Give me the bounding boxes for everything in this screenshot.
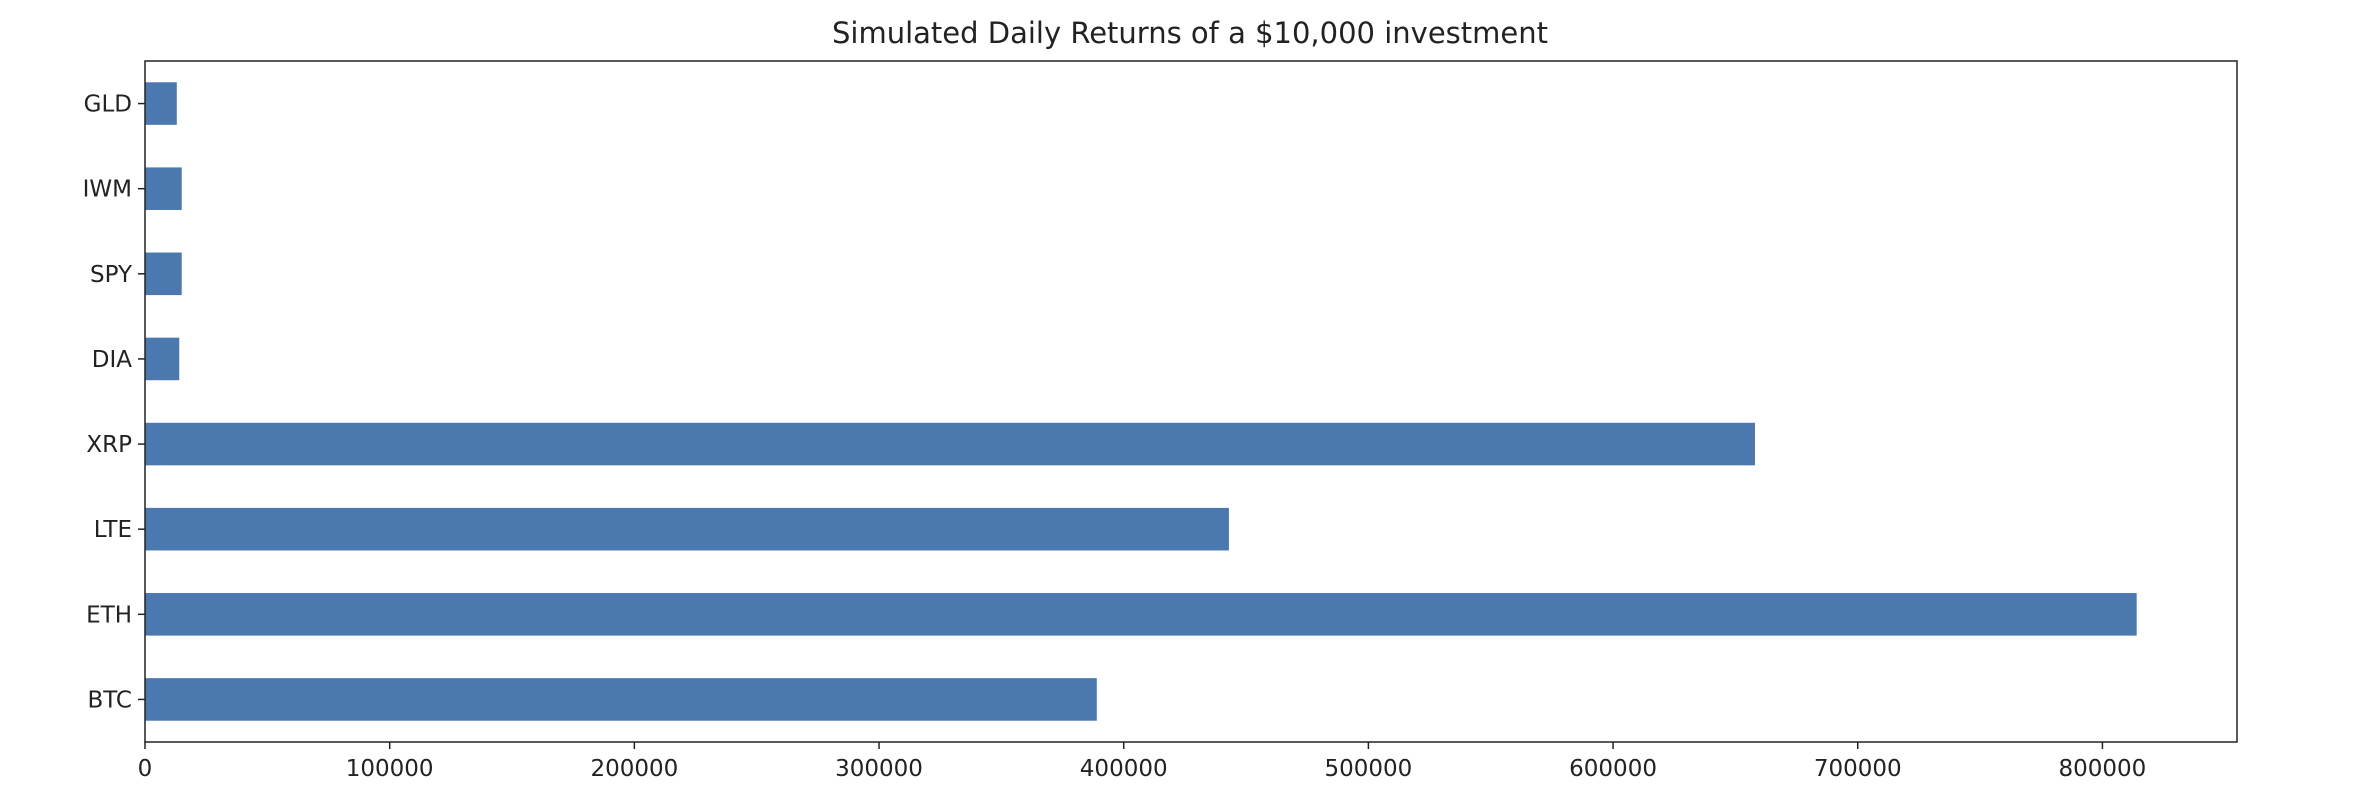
x-tick-label-2: 200000 [590, 756, 678, 782]
bar-gld [145, 82, 177, 125]
x-tick-label-4: 400000 [1080, 756, 1168, 782]
x-tick-label-1: 100000 [346, 756, 434, 782]
y-tick-label-btc: BTC [87, 687, 132, 713]
bars-layer [145, 82, 2137, 721]
plot-frame [144, 60, 2238, 743]
y-tick-label-iwm: IWM [83, 177, 132, 203]
x-tick-label-3: 300000 [835, 756, 923, 782]
x-tick-label-6: 600000 [1569, 756, 1657, 782]
y-tick-label-spy: SPY [90, 262, 133, 288]
x-tick-label-8: 800000 [2059, 756, 2147, 782]
bar-xrp [145, 422, 1755, 466]
x-tick-label-0: 0 [138, 756, 153, 782]
bar-spy [145, 252, 182, 296]
bar-dia [145, 337, 180, 381]
y-tick-label-xrp: XRP [86, 432, 132, 458]
x-tick-label-5: 500000 [1324, 756, 1412, 782]
bar-lte [145, 507, 1229, 551]
bar-iwm [145, 167, 182, 210]
y-tick-label-lte: LTE [94, 517, 132, 543]
bar-btc [145, 678, 1097, 721]
axes-layer: GLD IWM SPY DIA XRP LTE ETH BTC 0 100000 200000 300… [83, 92, 2147, 782]
y-tick-label-eth: ETH [86, 602, 132, 628]
chart-title: Simulated Daily Returns of a $10,000 inv… [832, 16, 1548, 50]
bar-eth [145, 593, 2137, 636]
y-tick-label-gld: GLD [84, 92, 132, 118]
x-tick-label-7: 700000 [1814, 756, 1902, 782]
y-tick-label-dia: DIA [92, 347, 132, 373]
